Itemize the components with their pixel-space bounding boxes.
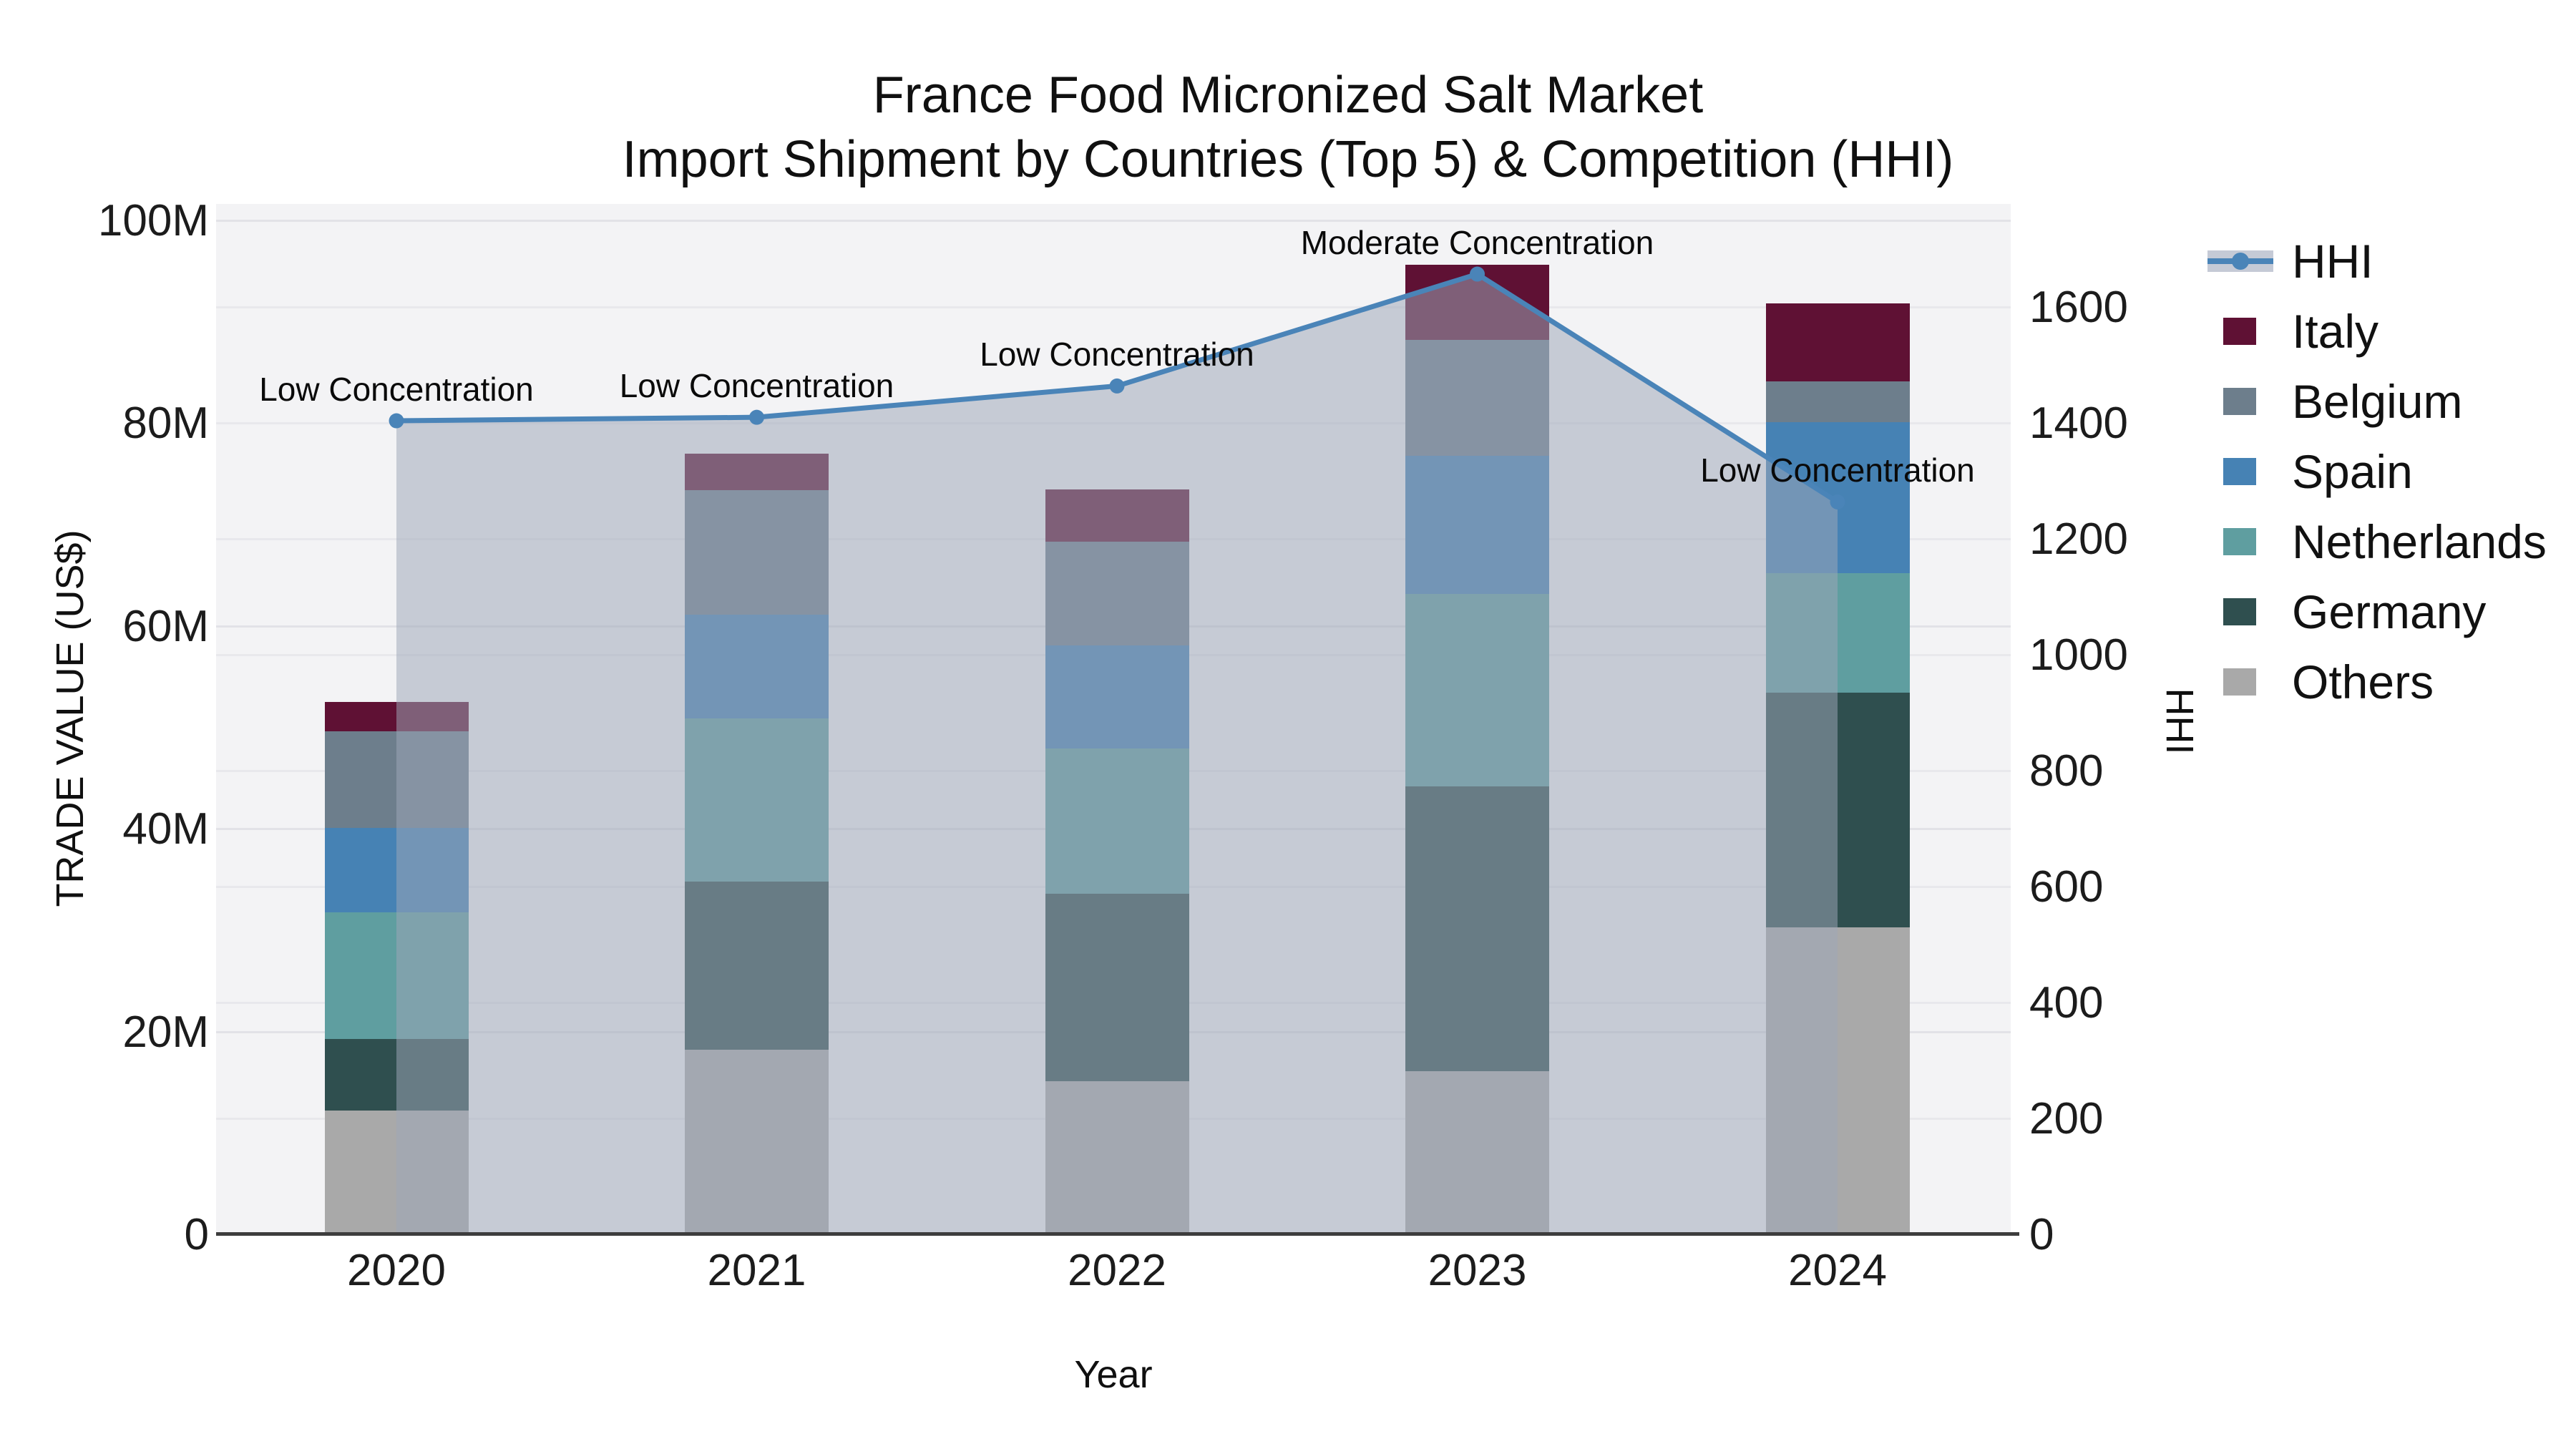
legend-swatch-spain <box>2223 458 2256 485</box>
x-tick-2023: 2023 <box>1428 1246 1527 1295</box>
hhi-marker-2021[interactable] <box>749 409 764 425</box>
y-left-tick-80M: 80M <box>122 399 209 448</box>
annotation-2022: Low Concentration <box>980 336 1254 374</box>
annotation-2023: Moderate Concentration <box>1300 224 1654 262</box>
y-left-tick-60M: 60M <box>122 601 209 651</box>
annotation-2024: Low Concentration <box>1700 452 1975 489</box>
legend-glyph-spain <box>2207 458 2286 485</box>
legend-label-spain: Spain <box>2292 445 2413 498</box>
x-tick-2020: 2020 <box>347 1246 446 1295</box>
legend-swatch-others <box>2223 668 2256 696</box>
x-tick-2021: 2021 <box>707 1246 806 1295</box>
legend-glyph-italy <box>2207 318 2286 345</box>
x-axis-title: Year <box>1074 1353 1153 1396</box>
legend-glyph-netherlands <box>2207 528 2286 555</box>
legend-glyph-germany <box>2207 598 2286 625</box>
x-axis-line <box>216 1232 2019 1236</box>
y-axis-right-title: HHI <box>2158 688 2201 755</box>
legend: HHI Italy Belgium Spain Netherlands Germany Ot… <box>2207 226 2547 717</box>
y-right-tick-0: 0 <box>2029 1210 2054 1259</box>
chart-title-line2: Import Shipment by Countries (Top 5) & C… <box>622 131 1954 188</box>
legend-label-others: Others <box>2292 655 2434 708</box>
bar-segment-italy-2024[interactable] <box>1765 303 1910 382</box>
hhi-marker-sample <box>2232 253 2249 270</box>
legend-glyph-others <box>2207 668 2286 696</box>
legend-item-netherlands[interactable]: Netherlands <box>2207 507 2547 577</box>
y-right-tick-1000: 1000 <box>2029 630 2128 680</box>
legend-swatch-italy <box>2223 318 2256 345</box>
gridline-trade-100M <box>216 219 2011 222</box>
y-right-tick-1600: 1600 <box>2029 282 2128 332</box>
hhi-marker-2023[interactable] <box>1470 266 1485 282</box>
y-left-tick-20M: 20M <box>122 1007 209 1057</box>
legend-swatch-netherlands <box>2223 528 2256 555</box>
legend-label-hhi: HHI <box>2292 235 2373 288</box>
legend-label-netherlands: Netherlands <box>2292 515 2547 568</box>
legend-label-germany: Germany <box>2292 585 2487 638</box>
y-right-tick-200: 200 <box>2029 1093 2104 1143</box>
y-left-tick-100M: 100M <box>97 195 209 245</box>
y-left-tick-0: 0 <box>184 1210 209 1259</box>
bar-segment-belgium-2024[interactable] <box>1765 381 1910 422</box>
hhi-line-sample <box>2207 248 2273 275</box>
legend-item-spain[interactable]: Spain <box>2207 436 2547 507</box>
hhi-area-fill <box>396 274 1838 1234</box>
legend-label-italy: Italy <box>2292 305 2379 358</box>
y-right-tick-600: 600 <box>2029 862 2104 912</box>
x-tick-2022: 2022 <box>1068 1246 1166 1295</box>
y-left-tick-40M: 40M <box>122 804 209 854</box>
legend-swatch-belgium <box>2223 388 2256 415</box>
legend-item-italy[interactable]: Italy <box>2207 296 2547 366</box>
gridline-hhi-1600 <box>216 306 2011 308</box>
annotation-2020: Low Concentration <box>259 371 534 409</box>
x-tick-2024: 2024 <box>1788 1246 1887 1295</box>
legend-glyph-belgium <box>2207 388 2286 415</box>
chart-title-line1: France Food Micronized Salt Market <box>872 67 1704 124</box>
annotation-2021: Low Concentration <box>619 367 894 405</box>
y-right-tick-1200: 1200 <box>2029 514 2128 564</box>
y-right-tick-400: 400 <box>2029 977 2104 1028</box>
legend-item-others[interactable]: Others <box>2207 647 2547 717</box>
legend-swatch-germany <box>2223 598 2256 625</box>
legend-item-germany[interactable]: Germany <box>2207 577 2547 647</box>
hhi-marker-2020[interactable] <box>389 413 404 429</box>
y-right-tick-800: 800 <box>2029 746 2104 796</box>
legend-item-hhi[interactable]: HHI <box>2207 226 2547 296</box>
legend-glyph-hhi <box>2207 248 2286 275</box>
plot-area <box>216 204 2011 1234</box>
hhi-marker-2022[interactable] <box>1109 378 1125 394</box>
legend-item-belgium[interactable]: Belgium <box>2207 366 2547 436</box>
hhi-overlay <box>389 266 1845 1234</box>
y-right-tick-1400: 1400 <box>2029 398 2128 448</box>
legend-label-belgium: Belgium <box>2292 375 2463 428</box>
hhi-marker-2024[interactable] <box>1830 494 1845 509</box>
